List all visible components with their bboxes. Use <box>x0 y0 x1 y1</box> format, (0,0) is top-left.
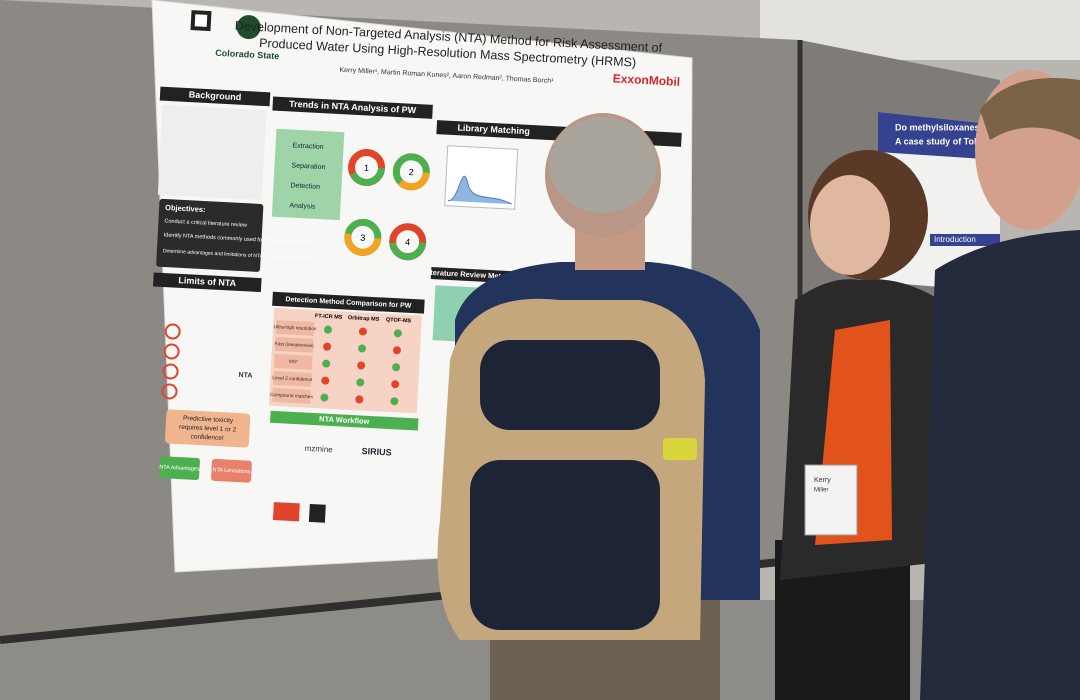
donut-label: 3 <box>360 233 366 243</box>
badge-surname: Miller <box>814 488 828 494</box>
donut-segment <box>392 153 430 191</box>
table-cell-icon <box>390 397 399 406</box>
table-row-label: MS² <box>289 359 298 365</box>
tag-advantages <box>159 456 200 480</box>
table-cell-icon <box>391 380 400 389</box>
name-badge <box>804 464 858 536</box>
table-row-label-bg <box>275 319 315 336</box>
table-cell-icon <box>320 393 329 402</box>
table-cell-icon <box>323 325 332 334</box>
table-row-label-bg <box>272 387 311 404</box>
neighbor-title: Do methylsiloxanes biomagnif <box>895 122 1026 132</box>
water-bottle <box>663 438 697 460</box>
neighbor-section-bar <box>930 234 1000 246</box>
face <box>810 175 890 275</box>
callout-text: Predictive toxicity <box>183 415 234 425</box>
software-logo <box>308 503 326 523</box>
level-label: NTA <box>238 372 252 380</box>
table-col-head: FT-ICR MS <box>315 313 343 320</box>
table-row-label-bg <box>273 370 312 387</box>
software-name: mzmine <box>305 444 334 454</box>
table-cell-icon <box>358 327 367 336</box>
table-cell-icon <box>321 376 330 385</box>
spectrum-curve <box>447 176 513 205</box>
software-logo <box>272 502 300 522</box>
tag-text: NTA Limitations <box>212 467 251 475</box>
hair <box>549 117 657 213</box>
person-right <box>920 70 1080 700</box>
workflow-box <box>271 128 345 221</box>
workflow-step: Separation <box>291 162 325 171</box>
table-row-label-bg <box>273 353 313 370</box>
level-icon <box>161 383 178 400</box>
donut-segment <box>348 148 386 186</box>
callout-text: confidence! <box>190 433 224 442</box>
donut-segment <box>389 223 427 261</box>
csu-logo <box>236 15 261 40</box>
objectives-heading: Objectives: <box>165 203 206 214</box>
neighbor-section: Introduction <box>934 235 976 244</box>
neighbor-header <box>878 112 1000 160</box>
person-presenter: Kerry Miller <box>775 150 960 700</box>
callout <box>165 409 251 448</box>
table-row-label: Ultra-high resolution <box>273 324 317 332</box>
table-cell-icon <box>355 395 364 404</box>
workflow-step: Detection <box>290 182 320 191</box>
callout-text: requires level 1 or 2 <box>179 424 237 434</box>
donuts: 1 2 3 4 <box>344 148 430 261</box>
text-block <box>157 104 267 201</box>
objective: Conduct a critical literature review <box>164 218 247 228</box>
section-heading: NTA Workflow <box>319 414 370 426</box>
tag-limitations <box>211 458 252 483</box>
table-row-label: Level 2 confidence <box>272 375 313 383</box>
table-cell-icon <box>392 363 401 372</box>
side-pocket <box>662 455 700 575</box>
table-col-head: Orbitrap MS <box>348 315 380 323</box>
section-heading: Library Matching <box>457 123 530 137</box>
table-row-label: Compound matches <box>270 392 314 400</box>
backpack-pocket <box>470 460 660 630</box>
table-cell-icon <box>393 346 402 355</box>
section-heading: Limits of NTA <box>178 275 237 288</box>
level-icon <box>162 363 179 380</box>
table-header: FT-ICR MS Orbitrap MS QTOF-MS <box>315 313 412 324</box>
level-icon <box>164 323 181 340</box>
objectives-box <box>156 198 264 272</box>
logo-text: ExxonMobil <box>612 71 680 89</box>
neighbor-title: A case study of Tokyo Bay, <box>895 136 1010 146</box>
section-bar <box>272 291 425 314</box>
section-heading: Background <box>189 89 242 102</box>
section-bar <box>159 86 271 107</box>
table-cell-icon <box>356 378 365 387</box>
table-cell-icon <box>323 342 332 351</box>
qr-code-inner <box>194 14 208 27</box>
hair <box>980 78 1080 140</box>
table-row-label: Fast (inexpensive) <box>274 341 314 349</box>
workflow-step: Analysis <box>289 202 316 210</box>
tag-text: NTA Advantages <box>159 464 200 472</box>
backpack-pocket <box>480 340 660 430</box>
section-bar <box>270 410 419 431</box>
software-name: SIRIUS <box>361 446 391 458</box>
suit <box>920 230 1080 700</box>
table-cell-icon <box>393 329 402 338</box>
table-row-label-bg <box>274 336 314 353</box>
table-rows: Ultra-high resolution Fast (inexpensive) M… <box>270 319 402 406</box>
table-cell-icon <box>322 359 331 368</box>
table-cell-icon <box>357 361 366 370</box>
badge-name: Kerry <box>814 477 831 484</box>
table-col-head: QTOF-MS <box>386 317 412 324</box>
logo-text: Colorado State <box>215 48 279 61</box>
donut-label: 4 <box>405 237 411 247</box>
table-cell-icon <box>358 344 367 353</box>
section-bar <box>272 96 433 119</box>
section-bar <box>153 272 262 293</box>
donut-label: 1 <box>364 163 370 173</box>
workflow-step: Extraction <box>292 142 324 151</box>
donut-label: 2 <box>409 167 415 177</box>
person-center <box>437 113 760 700</box>
level-icon <box>163 343 180 360</box>
